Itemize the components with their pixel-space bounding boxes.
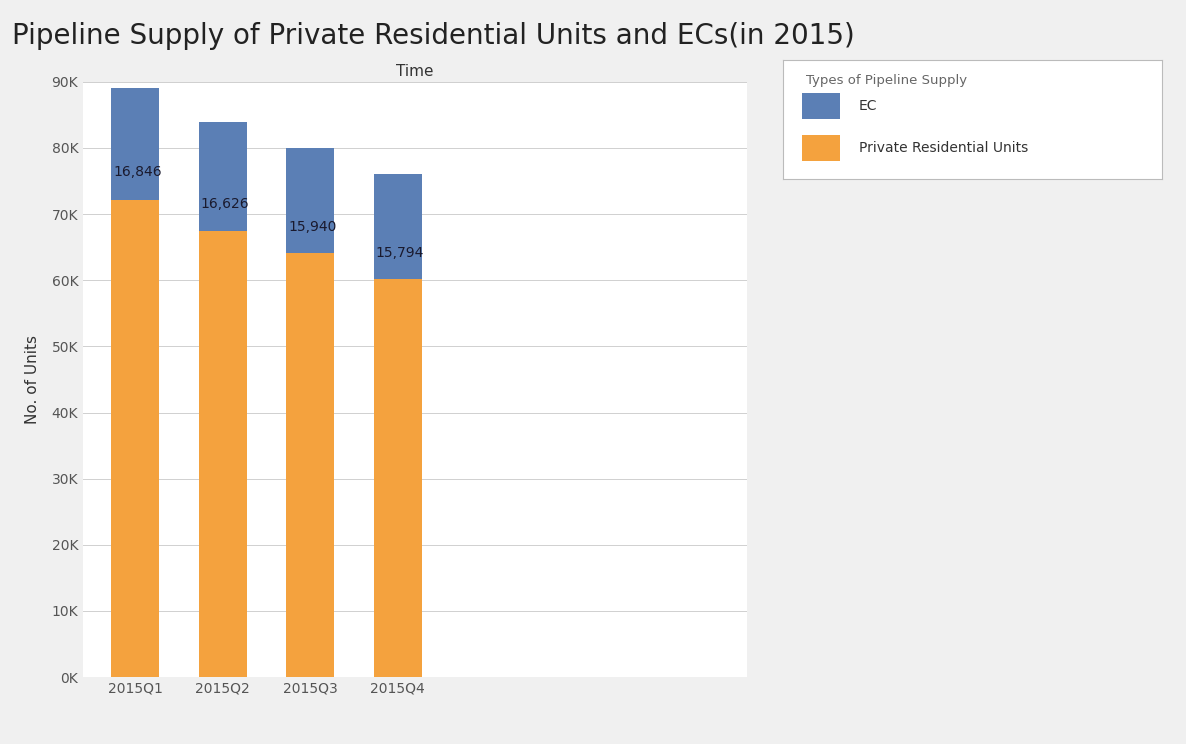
Text: 15,940: 15,940: [288, 220, 337, 234]
Bar: [199, 231, 247, 677]
X-axis label: Time: Time: [396, 64, 434, 80]
Bar: [286, 254, 334, 677]
Bar: [111, 89, 159, 200]
Y-axis label: No. of Units: No. of Units: [25, 335, 40, 424]
Bar: [802, 93, 840, 119]
Bar: [374, 279, 422, 677]
Text: 16,626: 16,626: [200, 197, 249, 211]
Bar: [374, 174, 422, 279]
Text: Pipeline Supply of Private Residential Units and ECs(in 2015): Pipeline Supply of Private Residential U…: [12, 22, 855, 51]
Bar: [802, 135, 840, 161]
Bar: [111, 200, 159, 677]
Text: EC: EC: [859, 99, 878, 113]
Text: Private Residential Units: Private Residential Units: [859, 141, 1028, 155]
Text: 16,846: 16,846: [113, 165, 161, 179]
Text: 15,794: 15,794: [375, 246, 423, 260]
Bar: [286, 148, 334, 254]
Text: Types of Pipeline Supply: Types of Pipeline Supply: [805, 74, 967, 87]
Bar: [199, 121, 247, 231]
